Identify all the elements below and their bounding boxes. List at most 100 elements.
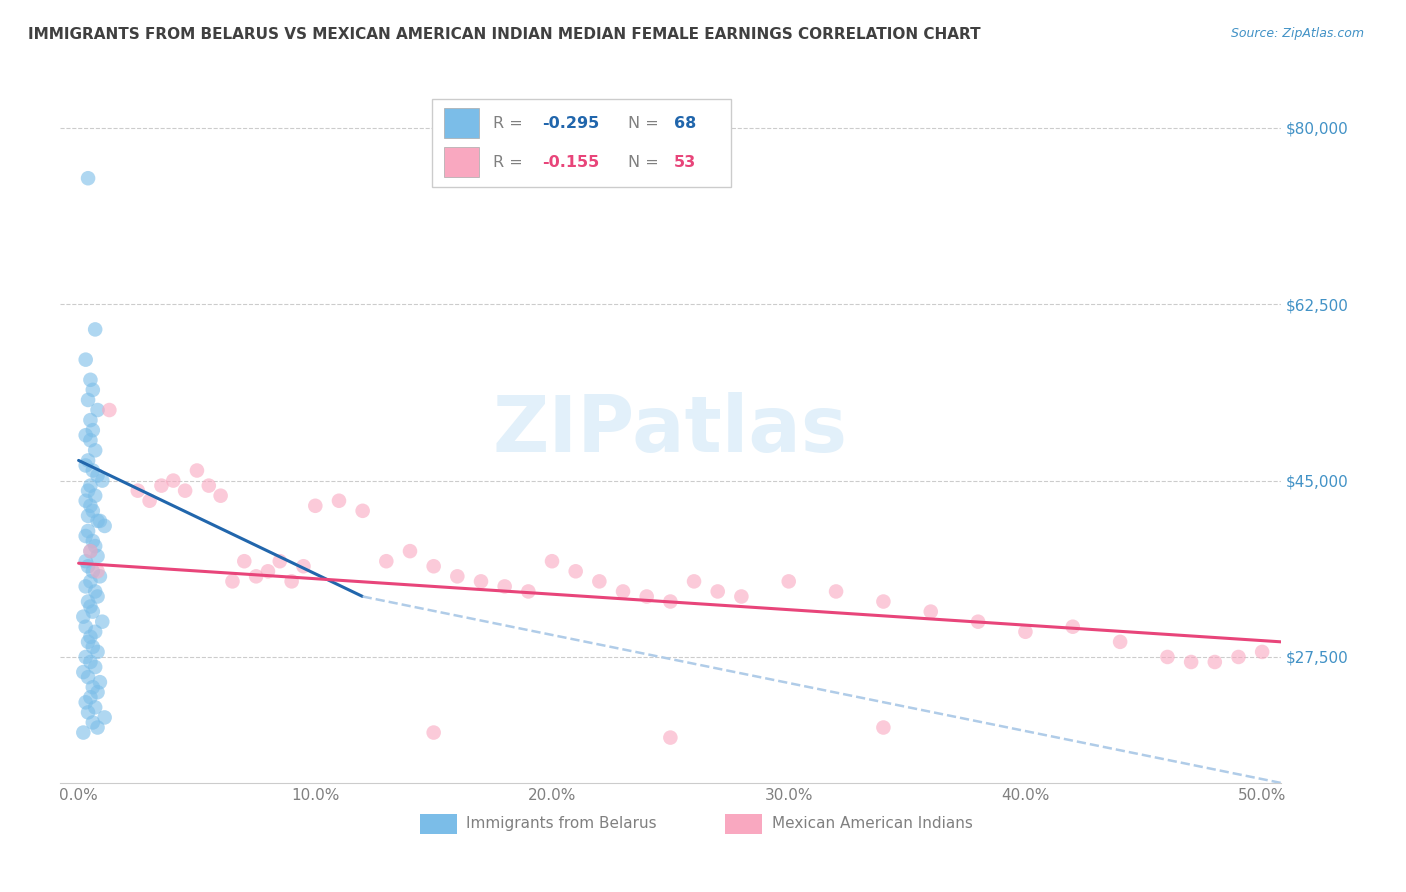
Point xyxy=(86,403,108,417)
Point xyxy=(1204,655,1226,669)
Point xyxy=(84,660,107,674)
Text: ZIPatlas: ZIPatlas xyxy=(494,392,848,468)
Point xyxy=(209,489,232,503)
Point xyxy=(422,559,444,574)
Point xyxy=(375,554,398,568)
Point xyxy=(82,564,104,578)
Point xyxy=(197,478,219,492)
Point xyxy=(82,423,104,437)
Point xyxy=(150,478,173,492)
Point xyxy=(1156,650,1178,665)
Bar xyxy=(444,109,478,138)
Text: 53: 53 xyxy=(673,154,696,169)
Point xyxy=(79,690,101,705)
Text: Mexican American Indians: Mexican American Indians xyxy=(772,816,973,831)
Point xyxy=(138,493,160,508)
Point xyxy=(82,534,104,549)
Point xyxy=(86,685,108,699)
Point xyxy=(1227,650,1250,665)
Point xyxy=(86,721,108,735)
Point xyxy=(84,624,107,639)
Point xyxy=(77,706,100,720)
Point xyxy=(79,544,101,558)
Point xyxy=(86,468,108,483)
Point xyxy=(257,564,280,578)
Point xyxy=(82,463,104,477)
Point xyxy=(1180,655,1202,669)
Text: IMMIGRANTS FROM BELARUS VS MEXICAN AMERICAN INDIAN MEDIAN FEMALE EARNINGS CORREL: IMMIGRANTS FROM BELARUS VS MEXICAN AMERI… xyxy=(28,27,981,42)
Point xyxy=(422,725,444,739)
Point xyxy=(82,504,104,518)
Point xyxy=(730,590,752,604)
Point xyxy=(79,478,101,492)
Bar xyxy=(420,814,457,834)
Point xyxy=(517,584,540,599)
Point xyxy=(93,710,115,724)
Point xyxy=(77,508,100,523)
Bar xyxy=(725,814,762,834)
Point xyxy=(77,453,100,467)
Point xyxy=(77,171,100,186)
Point xyxy=(86,514,108,528)
Point xyxy=(470,574,492,589)
Point xyxy=(778,574,800,589)
Point xyxy=(75,650,97,665)
Point xyxy=(75,695,97,709)
Point xyxy=(86,564,108,578)
Text: Immigrants from Belarus: Immigrants from Belarus xyxy=(467,816,657,831)
Point xyxy=(77,524,100,538)
Point xyxy=(77,483,100,498)
Point xyxy=(89,514,111,528)
Text: Source: ZipAtlas.com: Source: ZipAtlas.com xyxy=(1230,27,1364,40)
Point xyxy=(89,569,111,583)
Point xyxy=(86,645,108,659)
Point xyxy=(872,721,894,735)
Point xyxy=(75,428,97,442)
Point xyxy=(72,609,94,624)
Text: R =: R = xyxy=(494,116,529,131)
Text: -0.295: -0.295 xyxy=(543,116,599,131)
Point xyxy=(82,605,104,619)
Point xyxy=(79,599,101,614)
Point xyxy=(75,579,97,593)
Point xyxy=(79,655,101,669)
Point xyxy=(494,579,516,593)
Point xyxy=(564,564,586,578)
Text: 68: 68 xyxy=(673,116,696,131)
Point xyxy=(292,559,315,574)
Point xyxy=(174,483,197,498)
Point xyxy=(75,493,97,508)
Text: N =: N = xyxy=(627,116,664,131)
Point xyxy=(1014,624,1036,639)
Point xyxy=(84,700,107,714)
Point xyxy=(352,504,374,518)
FancyBboxPatch shape xyxy=(432,99,731,186)
Point xyxy=(79,373,101,387)
Point xyxy=(872,594,894,608)
Point xyxy=(75,352,97,367)
Point xyxy=(399,544,422,558)
Bar xyxy=(444,147,478,177)
Point xyxy=(269,554,291,568)
Point xyxy=(79,434,101,448)
Point xyxy=(77,635,100,649)
Text: -0.155: -0.155 xyxy=(543,154,599,169)
Point xyxy=(79,499,101,513)
Point xyxy=(77,670,100,684)
Point xyxy=(82,383,104,397)
Point xyxy=(75,620,97,634)
Point xyxy=(588,574,610,589)
Point xyxy=(233,554,256,568)
Text: R =: R = xyxy=(494,154,529,169)
Point xyxy=(84,443,107,458)
Text: N =: N = xyxy=(627,154,664,169)
Point xyxy=(82,640,104,654)
Point xyxy=(75,458,97,473)
Point xyxy=(612,584,634,599)
Point xyxy=(541,554,564,568)
Point xyxy=(186,463,208,477)
Point xyxy=(967,615,990,629)
Point xyxy=(77,594,100,608)
Point xyxy=(683,574,706,589)
Point xyxy=(1062,620,1084,634)
